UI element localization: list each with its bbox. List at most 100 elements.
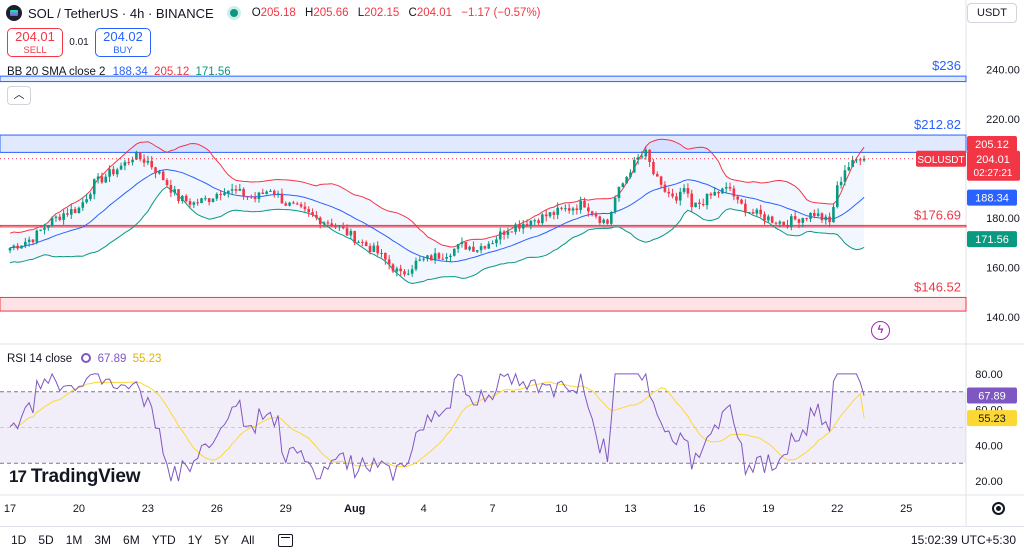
timeframe-1m[interactable]: 1M	[65, 533, 83, 547]
candle-body	[395, 268, 399, 272]
time-tick-label: 7	[490, 503, 496, 515]
time-tick-label: 17	[4, 503, 16, 515]
candle-body	[793, 216, 797, 220]
candle-body	[265, 191, 268, 194]
candle-body	[843, 170, 847, 182]
trade-panel: 204.01 SELL 0.01 204.02 BUY	[7, 28, 151, 57]
candle-body	[227, 190, 230, 194]
ohlc-readout: O205.18 H205.66 L202.15 C204.01 −1.17 (−…	[251, 7, 541, 19]
candle-body	[797, 219, 801, 223]
candle-body	[315, 214, 318, 218]
axis-label-rsi-bg	[967, 387, 1017, 404]
candle-body	[253, 197, 257, 200]
candle-body	[858, 159, 862, 161]
candle-body	[196, 202, 199, 204]
candle-body	[108, 169, 111, 177]
price-tick-label: 160.00	[986, 263, 1020, 275]
candle-body	[47, 225, 50, 228]
candle-body	[361, 241, 364, 243]
candle-body	[330, 223, 334, 227]
price-tick-label: 180.00	[986, 213, 1020, 225]
candle-body	[295, 203, 299, 205]
candle-body	[663, 184, 667, 192]
last-price-symbol-bg	[916, 150, 966, 167]
sell-button[interactable]: 204.01 SELL	[7, 28, 63, 57]
candle-body	[112, 169, 115, 175]
candle-body	[391, 264, 395, 272]
timeframe-6m[interactable]: 6M	[123, 533, 140, 547]
candle-body	[862, 158, 866, 161]
currency-selector[interactable]: USDT	[967, 3, 1017, 23]
timeframe-5d[interactable]: 5D	[38, 533, 54, 547]
bb-upper-value: 205.12	[154, 66, 190, 78]
candle-body	[219, 193, 222, 196]
candle-body	[847, 167, 851, 171]
time-tick-label: 4	[421, 503, 427, 515]
axis-label-bb-lower-bg	[967, 231, 1017, 248]
candle-body	[89, 194, 92, 200]
candle-body	[820, 213, 824, 221]
calendar-icon[interactable]	[278, 533, 294, 547]
rsi-tick-label: 20.00	[975, 476, 1003, 488]
time-tick-label: 22	[831, 503, 843, 515]
timeframe-5y[interactable]: 5Y	[214, 533, 230, 547]
candle-body	[855, 159, 858, 161]
candle-body	[387, 259, 391, 265]
timeframe-ytd[interactable]: YTD	[151, 533, 176, 547]
timeframe-1d[interactable]: 1D	[11, 533, 27, 547]
axis-label-bb-lower: 171.56	[975, 234, 1009, 246]
candle-body	[8, 248, 12, 251]
candle-body	[483, 246, 487, 249]
candle-body	[579, 200, 582, 211]
candle-body	[548, 212, 552, 217]
candle-body	[824, 216, 828, 221]
candle-body	[632, 159, 636, 173]
bb-legend[interactable]: BB 20 SMA close 2 188.34 205.12 171.56	[7, 66, 231, 78]
timeframe-all[interactable]: All	[241, 533, 255, 547]
timeframe-1y[interactable]: 1Y	[187, 533, 203, 547]
candle-body	[682, 188, 686, 192]
candle-body	[767, 216, 770, 221]
candle-body	[755, 209, 759, 214]
axis-label-bb-basis: 188.34	[975, 193, 1009, 205]
candle-body	[671, 193, 674, 197]
candle-body	[257, 192, 261, 200]
candle-body	[713, 191, 717, 196]
timeframe-3m[interactable]: 3M	[94, 533, 112, 547]
candle-body	[464, 242, 468, 250]
time-tick-label: Aug	[344, 503, 365, 515]
price-tick-label: 140.00	[986, 312, 1020, 324]
candle-body	[276, 193, 280, 195]
rsi-legend[interactable]: RSI 14 close 67.89 55.23	[7, 353, 161, 365]
candle-body	[610, 212, 613, 224]
collapse-legend-button[interactable]: ︿	[7, 86, 31, 105]
candle-body	[506, 231, 510, 235]
candle-body	[92, 179, 96, 195]
price-tick-label: 220.00	[986, 114, 1020, 126]
candle-body	[58, 216, 62, 220]
axis-label-bb-basis-bg	[967, 189, 1017, 206]
time-tick-label: 25	[900, 503, 912, 515]
candle-body	[606, 219, 609, 224]
candle-body	[449, 255, 452, 258]
time-tick-label: 23	[142, 503, 154, 515]
flash-icon[interactable]: ϟ	[871, 321, 890, 340]
candle-body	[20, 245, 23, 249]
candle-body	[181, 195, 184, 202]
candle-body	[747, 212, 751, 214]
zone-support-176	[0, 224, 967, 228]
candle-body	[215, 193, 219, 199]
symbol-title[interactable]: SOL / TetherUS · 4h · BINANCE	[28, 5, 214, 21]
gear-icon[interactable]	[992, 502, 1005, 515]
candle-body	[655, 174, 659, 177]
close-value: 204.01	[416, 7, 453, 19]
candle-body	[813, 212, 816, 216]
rsi-ma-value: 55.23	[132, 353, 162, 365]
rsi-legend-label: RSI 14 close	[7, 353, 73, 365]
candle-body	[659, 176, 663, 185]
candle-body	[353, 231, 356, 243]
spread-value: 0.01	[69, 37, 89, 48]
clock[interactable]: 15:02:39 UTC+5:30	[910, 533, 1016, 547]
buy-button[interactable]: 204.02 BUY	[95, 28, 151, 57]
